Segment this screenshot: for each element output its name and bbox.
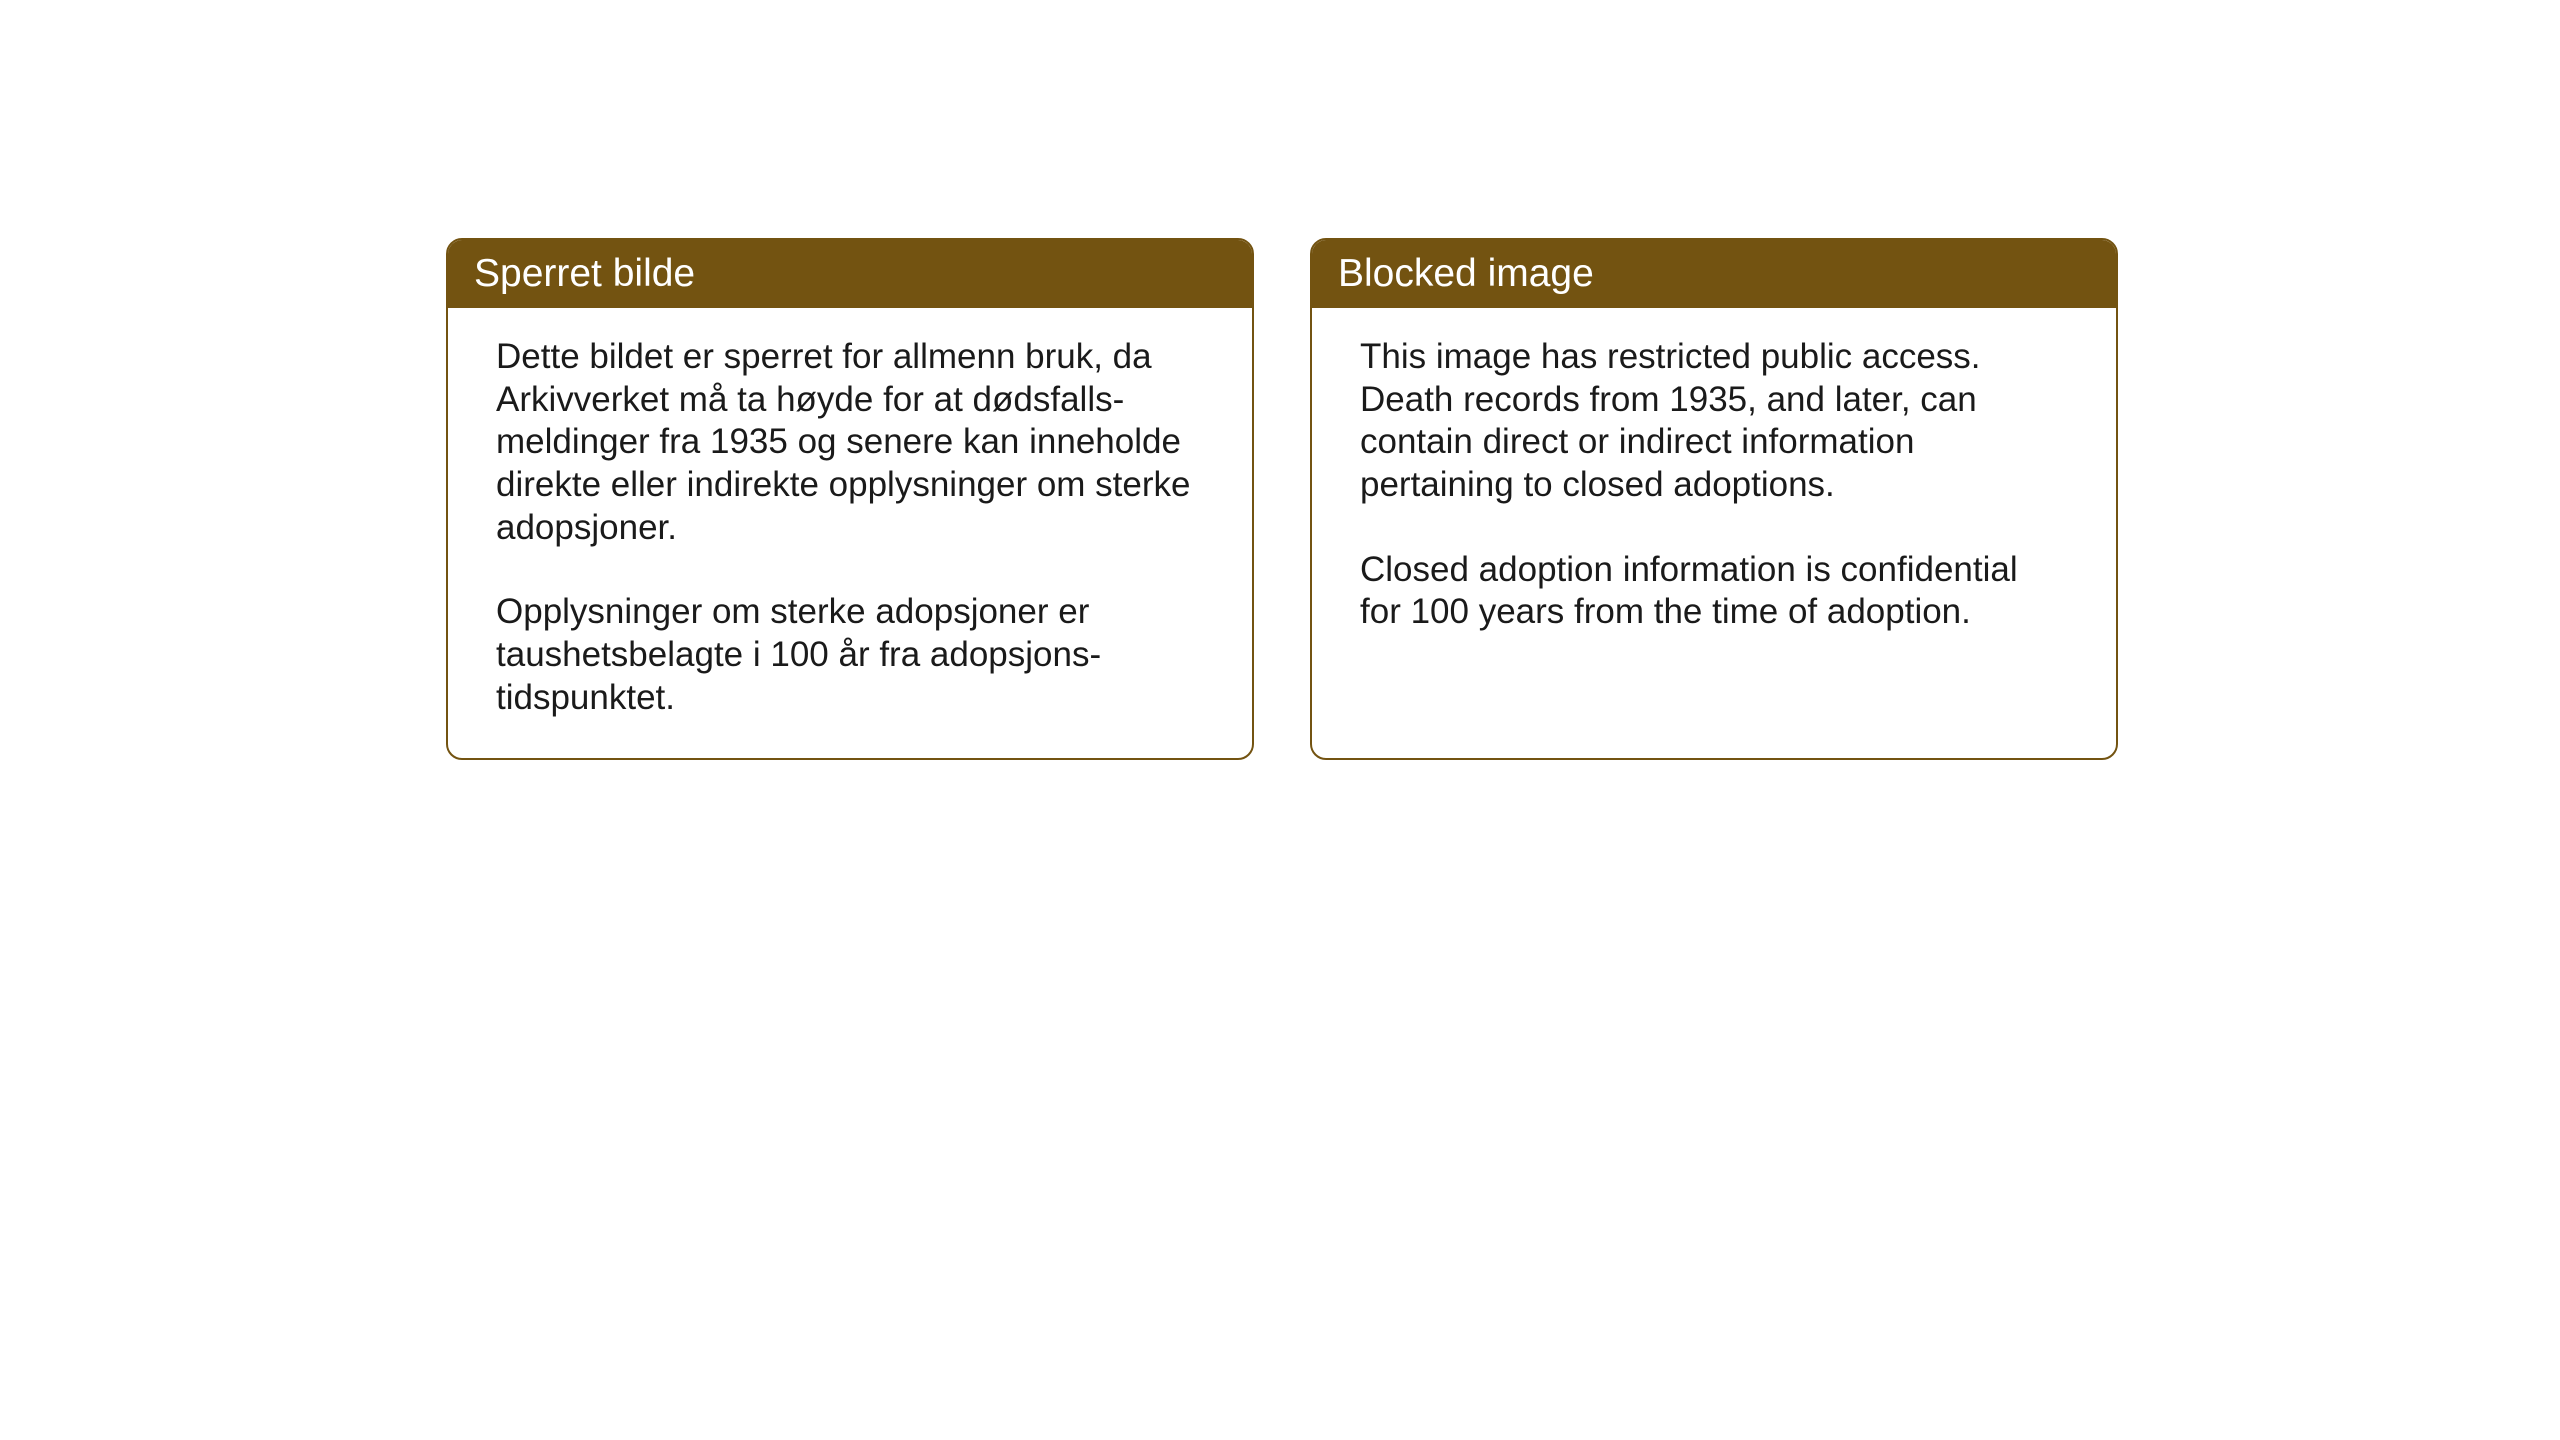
card-paragraph-1-norwegian: Dette bildet er sperret for allmenn bruk… bbox=[496, 336, 1204, 549]
card-header-english: Blocked image bbox=[1312, 240, 2116, 308]
card-paragraph-1-english: This image has restricted public access.… bbox=[1360, 336, 2068, 507]
card-paragraph-2-norwegian: Opplysninger om sterke adopsjoner er tau… bbox=[496, 591, 1204, 719]
notice-card-norwegian: Sperret bilde Dette bildet er sperret fo… bbox=[446, 238, 1254, 760]
card-title-norwegian: Sperret bilde bbox=[474, 252, 695, 295]
card-title-english: Blocked image bbox=[1338, 252, 1594, 295]
card-body-norwegian: Dette bildet er sperret for allmenn bruk… bbox=[448, 308, 1252, 758]
notice-card-english: Blocked image This image has restricted … bbox=[1310, 238, 2118, 760]
card-paragraph-2-english: Closed adoption information is confident… bbox=[1360, 549, 2068, 634]
card-body-english: This image has restricted public access.… bbox=[1312, 308, 2116, 672]
card-header-norwegian: Sperret bilde bbox=[448, 240, 1252, 308]
notice-cards-container: Sperret bilde Dette bildet er sperret fo… bbox=[446, 238, 2118, 760]
